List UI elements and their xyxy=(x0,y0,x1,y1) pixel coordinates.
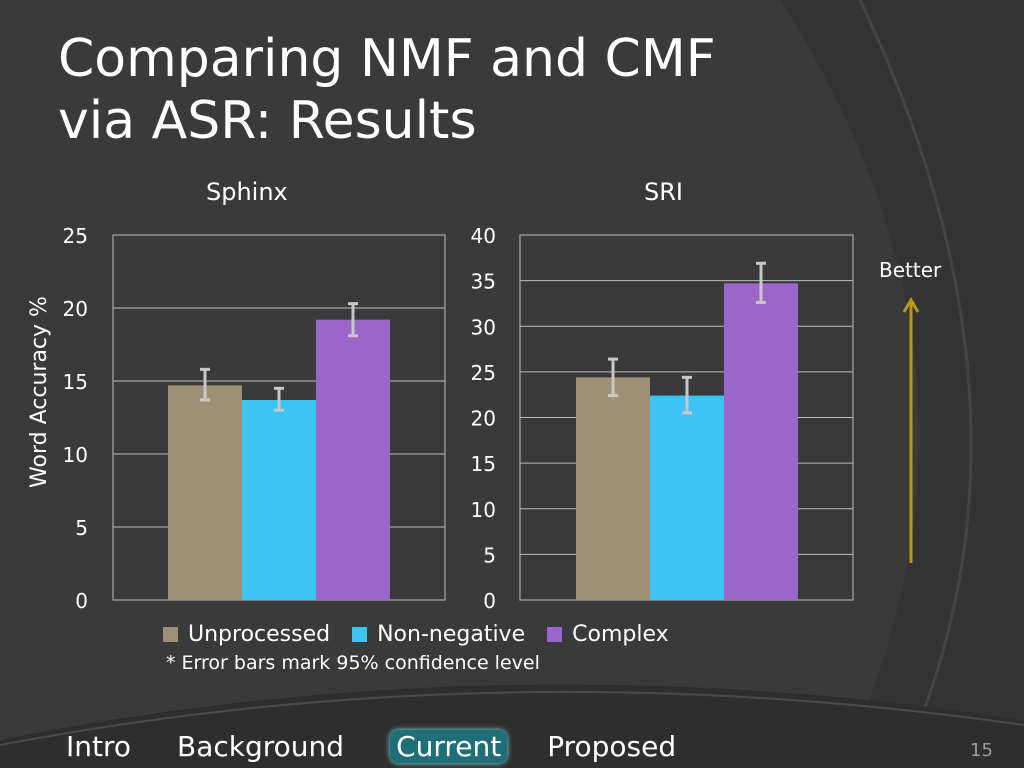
sri-tick-label-40: 40 xyxy=(471,224,496,248)
sphinx-bar-complex xyxy=(316,319,390,600)
sri-tick-label-15: 15 xyxy=(471,452,496,476)
legend-item-non-negative: Non-negative xyxy=(352,622,525,647)
legend-swatch-complex xyxy=(547,627,563,642)
chart-legend: Unprocessed Non-negative Complex xyxy=(163,622,691,647)
page-title-line-2: via ASR: Results xyxy=(58,91,477,151)
sphinx-bar-unprocessed xyxy=(168,385,242,600)
legend-item-complex: Complex xyxy=(547,622,669,647)
page-number: 15 xyxy=(970,740,993,761)
nav-item-proposed[interactable]: Proposed xyxy=(547,730,677,763)
sri-tick-label-35: 35 xyxy=(471,270,496,294)
sri-bar-unprocessed xyxy=(576,377,650,600)
section-nav: Intro Background Current Proposed xyxy=(66,730,722,763)
error-bar-note: * Error bars mark 95% confidence level xyxy=(166,652,540,674)
sri-bar-complex xyxy=(724,283,798,600)
page-title-line-1: Comparing NMF and CMF xyxy=(58,29,716,89)
sphinx-tick-label-10: 10 xyxy=(63,443,88,467)
sphinx-tick-label-25: 25 xyxy=(63,224,88,248)
better-label: Better xyxy=(879,258,942,282)
sphinx-bar-non-negative xyxy=(242,399,316,600)
nav-item-current[interactable]: Current xyxy=(390,730,508,763)
sphinx-tick-label-20: 20 xyxy=(63,297,88,321)
chart-title-sri: SRI xyxy=(644,178,683,206)
better-arrow-head xyxy=(902,297,920,313)
sri-tick-label-20: 20 xyxy=(471,407,496,431)
nav-item-background[interactable]: Background xyxy=(177,730,345,763)
sphinx-tick-label-0: 0 xyxy=(75,589,88,613)
legend-item-unprocessed: Unprocessed xyxy=(163,622,330,647)
legend-swatch-unprocessed xyxy=(163,627,178,642)
sri-tick-label-25: 25 xyxy=(471,361,496,385)
nav-item-intro[interactable]: Intro xyxy=(66,730,132,763)
legend-label-unprocessed: Unprocessed xyxy=(188,622,331,647)
sri-tick-label-0: 0 xyxy=(483,589,496,613)
sri-tick-label-30: 30 xyxy=(471,315,496,339)
legend-label-non-negative: Non-negative xyxy=(377,622,526,647)
legend-label-complex: Complex xyxy=(572,622,669,647)
chart-title-sphinx: Sphinx xyxy=(206,178,288,206)
sphinx-tick-label-5: 5 xyxy=(75,516,88,540)
sphinx-tick-label-15: 15 xyxy=(63,370,88,394)
sri-tick-label-5: 5 xyxy=(483,543,496,567)
legend-swatch-non-negative xyxy=(352,627,368,642)
sphinx-y-axis-label: Word Accuracy % xyxy=(27,296,52,488)
sri-tick-label-10: 10 xyxy=(471,498,496,522)
sri-bar-non-negative xyxy=(650,395,724,600)
page-title: Comparing NMF and CMF via ASR: Results xyxy=(58,28,716,152)
